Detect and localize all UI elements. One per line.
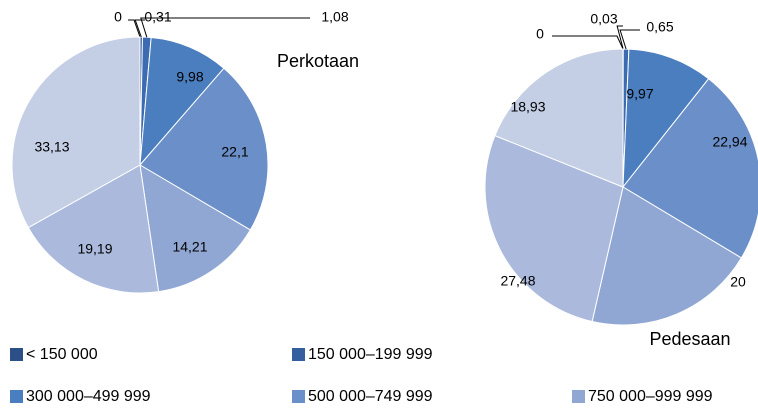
data-label: 20 [730, 274, 746, 290]
pie-slice [494, 48, 624, 188]
chart-title: Pedesaan [649, 329, 730, 349]
legend-label: 150 000–199 999 [308, 346, 433, 363]
data-label: 22,94 [712, 134, 747, 150]
pie-slice [484, 134, 624, 323]
leader-line [140, 17, 310, 38]
pie-slice [139, 36, 225, 167]
leader-line [616, 25, 624, 50]
data-label: 0,03 [590, 11, 617, 27]
legend-swatch [10, 348, 23, 361]
leader-line [619, 29, 640, 50]
data-label: 9,98 [176, 69, 203, 85]
data-label: 19,19 [77, 241, 112, 257]
pie-slice [622, 48, 710, 189]
data-label: 1,08 [321, 9, 348, 25]
legend-swatch [292, 348, 305, 361]
legend-swatch [292, 390, 305, 403]
legend-label: 300 000–499 999 [26, 388, 151, 405]
data-label: 33,13 [34, 139, 69, 155]
data-label: 22,1 [221, 144, 248, 160]
legend-swatch [572, 390, 585, 403]
data-label: 0 [114, 9, 122, 25]
data-label: 18,93 [510, 99, 545, 115]
pie-slice [591, 186, 743, 326]
data-label: 27,48 [500, 273, 535, 289]
data-label: 9,97 [626, 86, 653, 102]
data-label: 0,65 [646, 19, 673, 35]
data-label: 0 [536, 26, 544, 42]
pie-slice [11, 36, 141, 229]
pie-slice [139, 164, 251, 293]
leader-line [128, 19, 141, 38]
data-label: 0,31 [144, 9, 171, 25]
leader-line [552, 35, 624, 50]
legend-label: 500 000–749 999 [308, 388, 433, 405]
data-label: 14,21 [172, 239, 207, 255]
legend-swatch [10, 390, 23, 403]
legend-label: < 150 000 [26, 346, 98, 363]
pie-slice [139, 67, 269, 231]
pie-slice [622, 78, 758, 259]
legend-label: 750 000–999 999 [588, 388, 713, 405]
pie-slice [27, 164, 160, 294]
chart-title: Perkotaan [277, 51, 359, 71]
